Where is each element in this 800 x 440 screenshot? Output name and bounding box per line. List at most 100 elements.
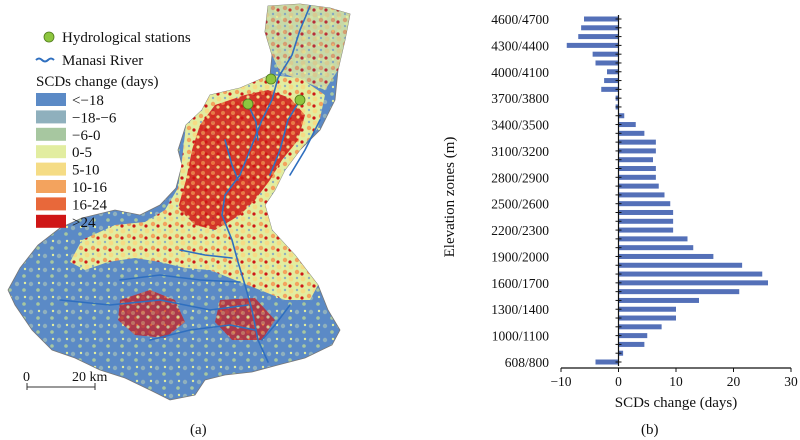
y-axis-title: Elevation zones (m) <box>442 137 458 258</box>
bar-4100-4200 <box>595 60 619 66</box>
bar-1100-1200 <box>618 324 662 330</box>
manasi-river <box>59 5 321 363</box>
legend-class-label: 16-24 <box>72 197 107 213</box>
bar-2200-2300 <box>618 227 674 233</box>
bar-2700-2800 <box>618 183 659 189</box>
legend-swatch <box>36 214 66 228</box>
scale-label-end: 20 km <box>72 370 108 385</box>
legend-swatch <box>36 145 66 159</box>
river-tributary <box>261 304 291 341</box>
legend-stations-label: Hydrological stations <box>62 30 191 46</box>
y-tick-label: 2500/2600 <box>491 197 549 212</box>
bar-3200-3300 <box>618 139 656 145</box>
bar-2600-2700 <box>618 192 665 198</box>
x-tick-label: 0 <box>615 374 622 389</box>
bar-3300-3400 <box>618 130 645 136</box>
map-panel: Hydrological stations Manasi River SCDs … <box>7 3 351 438</box>
y-tick-label: 2800/2900 <box>491 170 549 185</box>
high-increase-patch <box>215 298 275 340</box>
river-tributary <box>59 299 249 311</box>
bar-3800-3900 <box>601 86 619 92</box>
y-tick-label: 3100/3200 <box>491 144 549 159</box>
scale-bar: 0 20 km <box>23 370 108 390</box>
bar-2800-2900 <box>618 174 656 180</box>
station-symbol <box>43 31 55 43</box>
bar-2100-2200 <box>618 236 688 242</box>
bar-2400-2500 <box>618 209 674 215</box>
bar-3400-3500 <box>618 122 636 128</box>
legend-class-label: <−18 <box>72 93 104 109</box>
y-tick-label: 608/800 <box>505 355 550 370</box>
legend-swatch <box>36 127 66 141</box>
y-tick-label: 4000/4100 <box>491 65 549 80</box>
bar-1000-1100 <box>618 333 648 339</box>
y-tick-label: 1300/1400 <box>491 302 549 317</box>
scale-label-start: 0 <box>23 370 30 385</box>
bar-1300-1400 <box>618 306 676 312</box>
y-axis-ticks: 608/800 1000/1100 1300/1400 1600/1700 1900/2… <box>491 12 622 370</box>
high-increase-zone <box>178 90 305 230</box>
bar-1900-2000 <box>618 253 714 259</box>
y-tick-label: 1900/2000 <box>491 249 549 264</box>
bar-4300-4400 <box>566 42 619 48</box>
bar-1200-1300 <box>618 315 676 321</box>
bar-4500-4600 <box>581 25 619 31</box>
basin-map <box>7 3 351 401</box>
hydrological-station <box>242 98 254 110</box>
legend-swatch <box>36 110 66 124</box>
x-axis-title: SCDs change (days) <box>615 395 737 411</box>
bar-1500-1600 <box>618 289 740 295</box>
river-main-channel <box>221 5 311 363</box>
river-tributary <box>289 119 321 176</box>
bar-2500-2600 <box>618 201 671 207</box>
river-tributary <box>247 103 259 141</box>
legend-class-label: −6-0 <box>72 128 100 144</box>
legend-class-label: >24 <box>72 215 96 231</box>
bar-3100-3200 <box>618 148 656 154</box>
river-symbol <box>35 57 55 63</box>
legend-swatch <box>36 93 66 106</box>
bar-1600-1700 <box>618 280 768 286</box>
bar-4000-4100 <box>607 69 619 75</box>
legend-river-label: Manasi River <box>62 53 143 69</box>
legend-class-label: 0-5 <box>72 145 92 161</box>
y-tick-label: 1000/1100 <box>492 329 549 344</box>
x-tick-label: 20 <box>727 374 741 389</box>
bar-chart-panel: Elevation zones (m) 608/800 1000/1100 1300… <box>442 12 798 438</box>
legend-class-label: 5-10 <box>72 163 100 179</box>
bar-1400-1500 <box>618 297 699 303</box>
panel-caption-a: (a) <box>190 422 207 438</box>
river-tributary <box>149 324 256 341</box>
bar-2000-2100 <box>618 245 694 251</box>
x-tick-label: 10 <box>669 374 683 389</box>
legend-class-label: 10-16 <box>72 180 107 196</box>
hydrological-station <box>294 94 306 106</box>
bars <box>566 16 768 365</box>
river-tributary <box>269 99 301 176</box>
legend-title: SCDs change (days) <box>36 74 158 90</box>
legend-swatch <box>36 162 66 176</box>
river-tributary <box>224 139 239 181</box>
y-tick-label: 3400/3500 <box>491 118 549 133</box>
bar-608-800 <box>595 359 619 365</box>
bar-4400-4500 <box>578 34 619 40</box>
y-tick-label: 3700/3800 <box>491 91 549 106</box>
x-tick-label: −10 <box>550 374 571 389</box>
river-tributary <box>179 249 233 259</box>
bar-1700-1800 <box>618 271 763 277</box>
bar-900-1000 <box>618 341 645 347</box>
bar-2900-3000 <box>618 166 656 172</box>
x-axis: −10 0 10 20 30 <box>550 15 798 389</box>
legend-swatch <box>36 180 66 193</box>
bar-1800-1900 <box>618 262 743 268</box>
map-legend: Hydrological stations Manasi River SCDs … <box>35 30 191 231</box>
y-tick-label: 2200/2300 <box>491 223 549 238</box>
river-tributary <box>119 274 241 283</box>
bar-3000-3100 <box>618 157 653 163</box>
bar-3900-4000 <box>604 78 619 84</box>
panel-caption-b: (b) <box>641 422 659 438</box>
y-tick-label: 4300/4400 <box>491 38 549 53</box>
bar-4600-4700 <box>584 16 619 22</box>
